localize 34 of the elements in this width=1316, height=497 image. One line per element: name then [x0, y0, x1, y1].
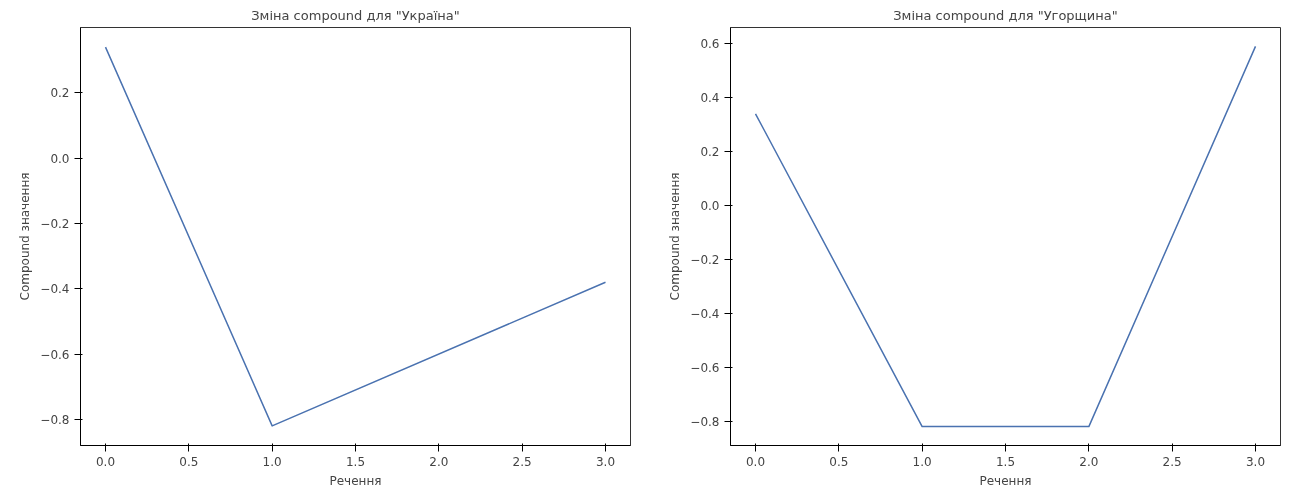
y-tick-label: −0.2 — [40, 216, 70, 231]
chart-title: Зміна compound для "Угорщина" — [893, 7, 1118, 23]
x-tick-label: 1.5 — [345, 454, 366, 469]
y-tick-label: −0.8 — [690, 414, 720, 429]
chart-title: Зміна compound для "Україна" — [251, 7, 460, 23]
x-tick-label: 0.5 — [829, 454, 849, 469]
y-tick-label: −0.2 — [690, 252, 720, 267]
x-axis-title: Речення — [979, 473, 1032, 488]
x-tick-label: 0.5 — [179, 454, 199, 469]
x-tick-label: 3.0 — [595, 454, 616, 469]
y-tick-label: 0.2 — [700, 145, 720, 160]
y-tick-label: −0.4 — [40, 282, 70, 297]
x-tick-label: 1.0 — [912, 454, 932, 469]
x-tick-label: 1.0 — [262, 454, 282, 469]
y-axis-title: Compound значення — [668, 172, 683, 301]
x-tick-label: 1.5 — [995, 454, 1016, 469]
y-tick-label: 0.0 — [50, 151, 70, 166]
y-axis-title: Compound значення — [18, 172, 33, 301]
x-tick-label: 0.0 — [745, 454, 766, 469]
y-tick-label: −0.6 — [690, 360, 720, 375]
y-tick-label: 0.6 — [700, 37, 720, 52]
y-tick-label: 0.2 — [50, 86, 70, 101]
x-tick-label: 2.0 — [1079, 454, 1099, 469]
x-tick-label: 2.5 — [512, 454, 532, 469]
y-tick-label: 0.4 — [700, 91, 720, 106]
x-tick-label: 3.0 — [1245, 454, 1266, 469]
y-tick-label: −0.6 — [40, 347, 70, 362]
y-tick-label: −0.4 — [690, 306, 720, 321]
x-tick-label: 2.5 — [1162, 454, 1182, 469]
y-tick-label: 0.0 — [700, 198, 720, 213]
x-tick-label: 2.0 — [429, 454, 449, 469]
x-tick-label: 0.0 — [95, 454, 116, 469]
x-axis-title: Речення — [329, 473, 382, 488]
y-tick-label: −0.8 — [40, 412, 70, 427]
